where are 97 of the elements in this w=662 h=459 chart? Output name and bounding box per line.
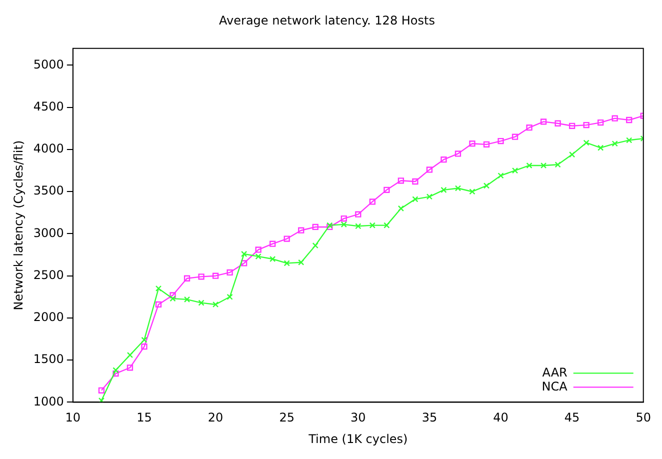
point (540, 118, 547, 125)
point (540, 162, 547, 169)
point (240, 260, 248, 266)
x-tick-label: 25 (279, 410, 294, 425)
point (98, 387, 105, 394)
point (454, 150, 462, 157)
x-tick-label: 15 (136, 410, 152, 425)
x-tick-label: 30 (350, 410, 366, 425)
x-tick-label: 45 (564, 410, 580, 425)
point (284, 260, 290, 266)
point (369, 198, 376, 205)
point (184, 296, 190, 303)
point (612, 140, 618, 147)
y-axis-title: Network latency (Cycles/flit) (11, 140, 26, 310)
point (340, 215, 347, 222)
point (155, 285, 162, 292)
point (454, 185, 462, 192)
chart-title: Average network latency. 128 Hosts (219, 13, 435, 28)
x-tick-label: 10 (65, 410, 81, 425)
y-tick-label: 5000 (33, 57, 64, 72)
y-tick-label: 1000 (33, 394, 64, 408)
point (126, 352, 134, 358)
point (198, 300, 204, 306)
point (141, 336, 148, 343)
point (212, 272, 219, 279)
y-tick-label: 1500 (33, 352, 64, 366)
point (369, 222, 376, 228)
point (170, 296, 176, 302)
point (126, 364, 134, 371)
y-tick-label: 4500 (33, 99, 64, 114)
legend-label: AAR (542, 365, 568, 380)
point (298, 259, 304, 266)
point (355, 211, 362, 218)
point (598, 144, 604, 151)
point (141, 344, 148, 350)
point (112, 367, 119, 374)
point (483, 182, 490, 189)
y-tick-label: 2000 (33, 310, 64, 324)
point (568, 151, 576, 158)
point (255, 246, 262, 253)
point (440, 156, 447, 163)
point (170, 292, 176, 298)
point (340, 221, 347, 228)
point (398, 205, 404, 212)
x-axis-title: Time (1K cycles) (308, 432, 408, 446)
point (184, 275, 190, 282)
point (612, 115, 618, 122)
point (583, 140, 590, 146)
point (626, 116, 632, 124)
x-tick-label: 40 (493, 410, 508, 425)
point (412, 196, 418, 202)
point (226, 269, 233, 276)
point (626, 137, 632, 144)
x-tick-label: 20 (208, 410, 224, 425)
point (554, 162, 561, 168)
x-tick-label: 50 (636, 410, 652, 425)
point (526, 124, 532, 131)
x-tick-label: 35 (422, 410, 438, 425)
legend-label: NCA (542, 379, 568, 394)
point (512, 167, 518, 174)
point (212, 301, 219, 308)
y-tick-label: 4000 (33, 142, 64, 156)
point (112, 370, 119, 377)
point (355, 223, 362, 230)
point (270, 240, 276, 247)
point (240, 250, 248, 258)
y-tick-label: 3000 (33, 226, 64, 240)
point (284, 236, 290, 242)
point (226, 294, 233, 300)
point (568, 122, 576, 129)
point (440, 186, 447, 193)
point (426, 166, 433, 173)
point (270, 256, 276, 262)
point (98, 397, 105, 402)
point (155, 301, 162, 308)
point (483, 141, 490, 148)
point (498, 138, 504, 144)
y-tick-label: 3500 (33, 184, 64, 198)
point (469, 140, 476, 147)
y-tick-label: 2500 (33, 268, 64, 282)
point (412, 178, 418, 185)
point (198, 274, 204, 280)
point (298, 227, 304, 234)
point (512, 134, 518, 140)
point (598, 119, 604, 126)
point (398, 178, 404, 184)
point (384, 186, 390, 193)
point (498, 172, 504, 179)
point (554, 120, 561, 126)
point (583, 122, 590, 128)
point (255, 253, 262, 260)
point (312, 242, 318, 249)
point (426, 194, 433, 200)
point (312, 224, 318, 230)
point (469, 188, 476, 195)
point (526, 162, 532, 169)
point (384, 222, 390, 228)
